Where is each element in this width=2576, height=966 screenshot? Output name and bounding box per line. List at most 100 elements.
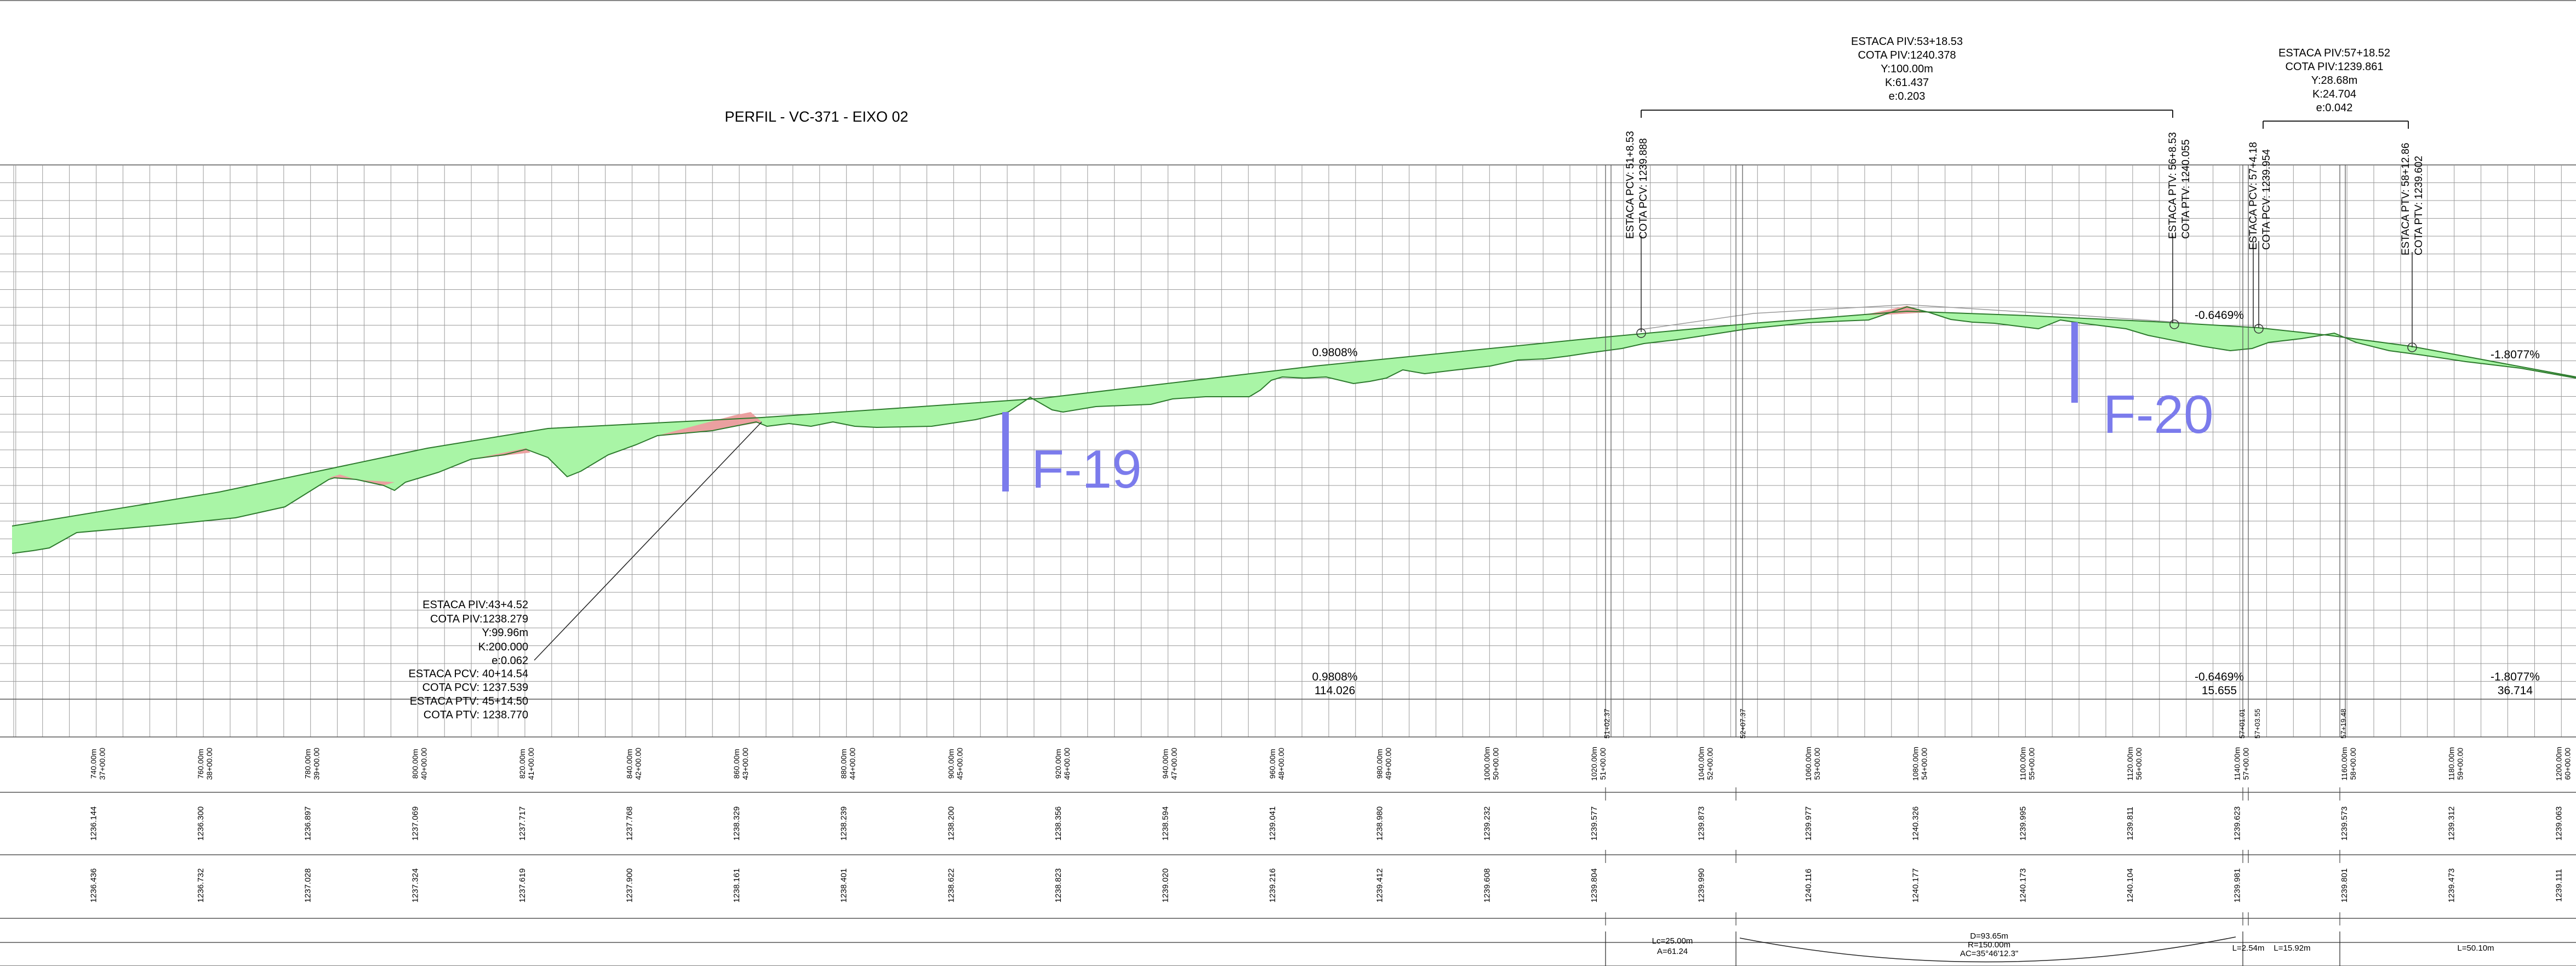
terrain-elevation: 1239.811: [2126, 807, 2135, 840]
piv1-line: COTA PIV:1238.279: [430, 613, 528, 625]
grade-elevation: 1238.161: [732, 868, 741, 903]
station-column: 1140.00m 57+00.00 1239.623 1239.981: [2233, 747, 2251, 902]
pcv-elevation-label: COTA PCV: 1239.954: [2261, 149, 2272, 250]
piv-leader-line: [534, 421, 762, 661]
station-column: 1100.00m 55+00.00 1239.995 1240.173: [2018, 747, 2036, 902]
station-distance: 1020.00m: [1590, 747, 1598, 781]
station-column: 760.00m 38+00.00 1236.300 1236.732: [196, 747, 214, 902]
grade-elevation: 1240.116: [1804, 868, 1813, 902]
terrain-elevation: 1238.594: [1161, 807, 1170, 841]
station-id: 46+00.00: [1063, 747, 1071, 780]
station-column: 880.00m 44+00.00 1238.239 1238.401: [839, 747, 857, 902]
curve-text: L=15.92m: [2274, 944, 2310, 953]
piv1-line: Y:99.96m: [482, 627, 528, 639]
piv2-line: e:0.203: [1889, 90, 1926, 102]
terrain-elevation: 1237.069: [410, 807, 420, 841]
station-distance: 1200.00m: [2554, 747, 2563, 781]
grade-elevation: 1236.436: [89, 868, 99, 903]
grade-labels: 0.9808% -0.6469% -1.8077% 0.9808% 114.02…: [1312, 309, 2540, 697]
station-distance: 860.00m: [732, 749, 741, 779]
curve-text: L=2.54m: [2232, 944, 2265, 953]
station-id: 37+00.00: [98, 747, 107, 780]
curve-text: D=93.65m: [1970, 931, 2008, 941]
grade-elevation: 1239.804: [1590, 868, 1599, 903]
station-column: 1020.00m 51+00.00 1239.577 1239.804: [1590, 747, 1607, 902]
grade-label: -1.8077%: [2491, 348, 2540, 361]
terrain-elevation: 1239.232: [1482, 807, 1492, 841]
grade-elevation: 1239.801: [2340, 868, 2349, 903]
grade-elevation: 1236.732: [196, 868, 205, 903]
piv1-line: K:200.000: [478, 641, 528, 653]
terrain-elevation: 1238.239: [839, 807, 849, 841]
grade-elevation: 1239.216: [1268, 868, 1277, 903]
station-column: 860.00m 43+00.00 1238.329 1238.161: [732, 747, 750, 902]
piv2-line: COTA PIV:1240.378: [1858, 49, 1956, 61]
ptv-elevation-label: COTA PTV: 1240.055: [2180, 139, 2192, 239]
marker-label-f19: F-19: [1031, 439, 1142, 499]
grade-line: [12, 310, 2576, 527]
ptv-elevation-label: COTA PTV: 1239.602: [2413, 156, 2425, 255]
station-distance: 980.00m: [1375, 749, 1384, 779]
grade-elevation: 1237.900: [625, 868, 635, 903]
station-id: 59+00.00: [2456, 747, 2465, 780]
marker-bar-f20: [2071, 322, 2078, 403]
terrain-elevation: 1236.300: [196, 807, 205, 841]
station-id: 42+00.00: [634, 747, 643, 780]
curve-point-circle: [2407, 342, 2417, 352]
piv3-line: ESTACA PIV:57+18.52: [2278, 47, 2390, 59]
station-id: 54+00.00: [1920, 747, 1929, 780]
piv-block-1: ESTACA PIV:43+4.52 COTA PIV:1238.279 Y:9…: [409, 599, 528, 721]
station-distance: 820.00m: [518, 749, 527, 779]
station-distance: 960.00m: [1268, 749, 1277, 779]
station-mark: 57+03.55: [2253, 708, 2261, 739]
piv1-line: ESTACA PIV:43+4.52: [422, 599, 528, 611]
terrain-elevation: 1239.977: [1804, 807, 1813, 841]
cut-area: [329, 475, 395, 485]
grade-elevation: 1239.473: [2447, 868, 2457, 903]
station-distance: 940.00m: [1161, 749, 1170, 779]
grade-bottom-value: -0.6469%: [2195, 671, 2244, 683]
terrain-elevation: 1238.356: [1054, 807, 1063, 841]
grade-label: 0.9808%: [1312, 346, 1358, 359]
piv1-line: COTA PTV: 1238.770: [424, 709, 528, 721]
terrain-elevation: 1237.717: [518, 807, 527, 841]
station-distance: 1140.00m: [2233, 747, 2242, 780]
station-mark: 57+19.48: [2339, 708, 2347, 739]
cut-area: [658, 412, 762, 436]
piv3-line: K:24.704: [2312, 88, 2356, 100]
grade-elevation: 1240.104: [2126, 868, 2135, 903]
station-distance: 920.00m: [1054, 749, 1063, 779]
piv2-line: K:61.437: [1885, 77, 1929, 89]
station-id: 56+00.00: [2134, 747, 2143, 780]
grade-elevation: 1239.111: [2554, 869, 2563, 902]
station-id: 58+00.00: [2349, 747, 2357, 780]
station-distance: 900.00m: [946, 749, 955, 779]
piv1-line: e:0.062: [492, 655, 528, 667]
terrain-elevation: 1238.200: [946, 807, 956, 841]
curve-text: R=150.00m: [1968, 940, 2010, 950]
profile-title: PERFIL - VC-371 - EIXO 02: [724, 108, 908, 125]
terrain-elevation: 1239.312: [2447, 807, 2457, 841]
terrain-elevation: 1239.577: [1590, 807, 1599, 841]
terrain-elevation: 1236.897: [304, 807, 313, 841]
station-column: 920.00m 46+00.00 1238.356 1238.823: [1054, 747, 1071, 902]
station-column: 1040.00m 52+00.00 1239.873 1239.990: [1697, 747, 1715, 902]
station-distance: 1000.00m: [1482, 747, 1491, 781]
station-id: 44+00.00: [848, 747, 857, 780]
pcv-elevation-label: COTA PCV: 1239.888: [1638, 138, 1649, 239]
station-distance: 1060.00m: [1804, 747, 1813, 781]
station-distance: 800.00m: [410, 749, 419, 779]
station-column: 780.00m 39+00.00 1236.897 1237.028: [304, 747, 321, 902]
station-table: 740.00m 37+00.00 1236.144 1236.436 760.00m 38…: [0, 699, 2576, 966]
curve-point-circle: [1636, 328, 1646, 338]
station-id: 48+00.00: [1277, 747, 1286, 780]
curve-text: L=50.10m: [2457, 944, 2494, 953]
station-mark: 52+07.37: [1739, 708, 1747, 739]
station-column: 1200.00m 60+00.00 1239.063 1239.111: [2554, 747, 2572, 902]
station-id: 57+00.00: [2242, 747, 2251, 780]
station-column: 800.00m 40+00.00 1237.069 1237.324: [410, 747, 428, 902]
station-column: 960.00m 48+00.00 1239.041 1239.216: [1268, 747, 1286, 902]
terrain-elevation: 1237.768: [625, 807, 635, 841]
station-distance: 880.00m: [839, 749, 848, 779]
